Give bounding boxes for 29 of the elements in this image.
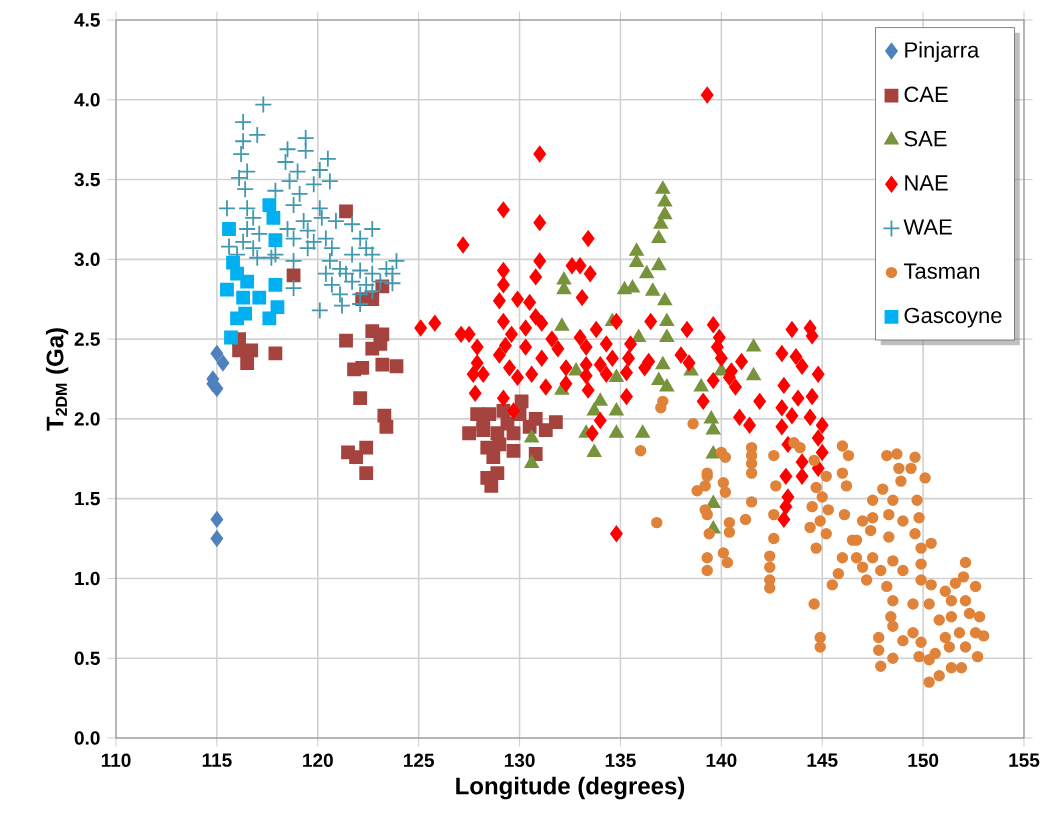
y-tick-label: 3.5 (74, 172, 100, 187)
legend-label: SAE (904, 130, 947, 147)
x-axis-title: Longitude (degrees) (456, 776, 685, 800)
y-tick-label: 4.0 (74, 93, 100, 107)
x-tick-label: 155 (1009, 753, 1040, 767)
y-axis-title: T$_{2DM}$ (Ga) (45, 328, 69, 431)
x-tick-label: 125 (404, 753, 434, 768)
y-tick-label: 0.0 (74, 731, 100, 745)
x-tick-label: 110 (101, 753, 131, 768)
x-tick-label: 115 (202, 753, 232, 767)
y-tick-label: 4.5 (74, 13, 100, 27)
legend-label: WAE (903, 219, 952, 235)
legend-label: Tasman (903, 263, 980, 279)
y-tick-label: 0.5 (74, 651, 100, 665)
legend-label: NAE (905, 175, 948, 191)
y-tick-label: 3.0 (74, 252, 100, 267)
x-tick-label: 140 (706, 753, 737, 768)
y-tick-label: 1.0 (75, 571, 100, 586)
legend-label: Pinjarra (905, 41, 980, 63)
y-tick-label: 2.0 (74, 412, 100, 426)
y-tick-label: 2.5 (74, 332, 100, 346)
x-tick-label: 130 (504, 753, 535, 768)
x-tick-label: 120 (303, 753, 333, 768)
x-tick-label: 150 (908, 753, 939, 768)
x-tick-label: 135 (605, 753, 636, 768)
y-tick-label: 1.5 (75, 492, 100, 506)
x-tick-label: 145 (807, 753, 838, 767)
legend-label: Gascoyne (904, 307, 1002, 328)
legend-label: CAE (904, 86, 948, 103)
